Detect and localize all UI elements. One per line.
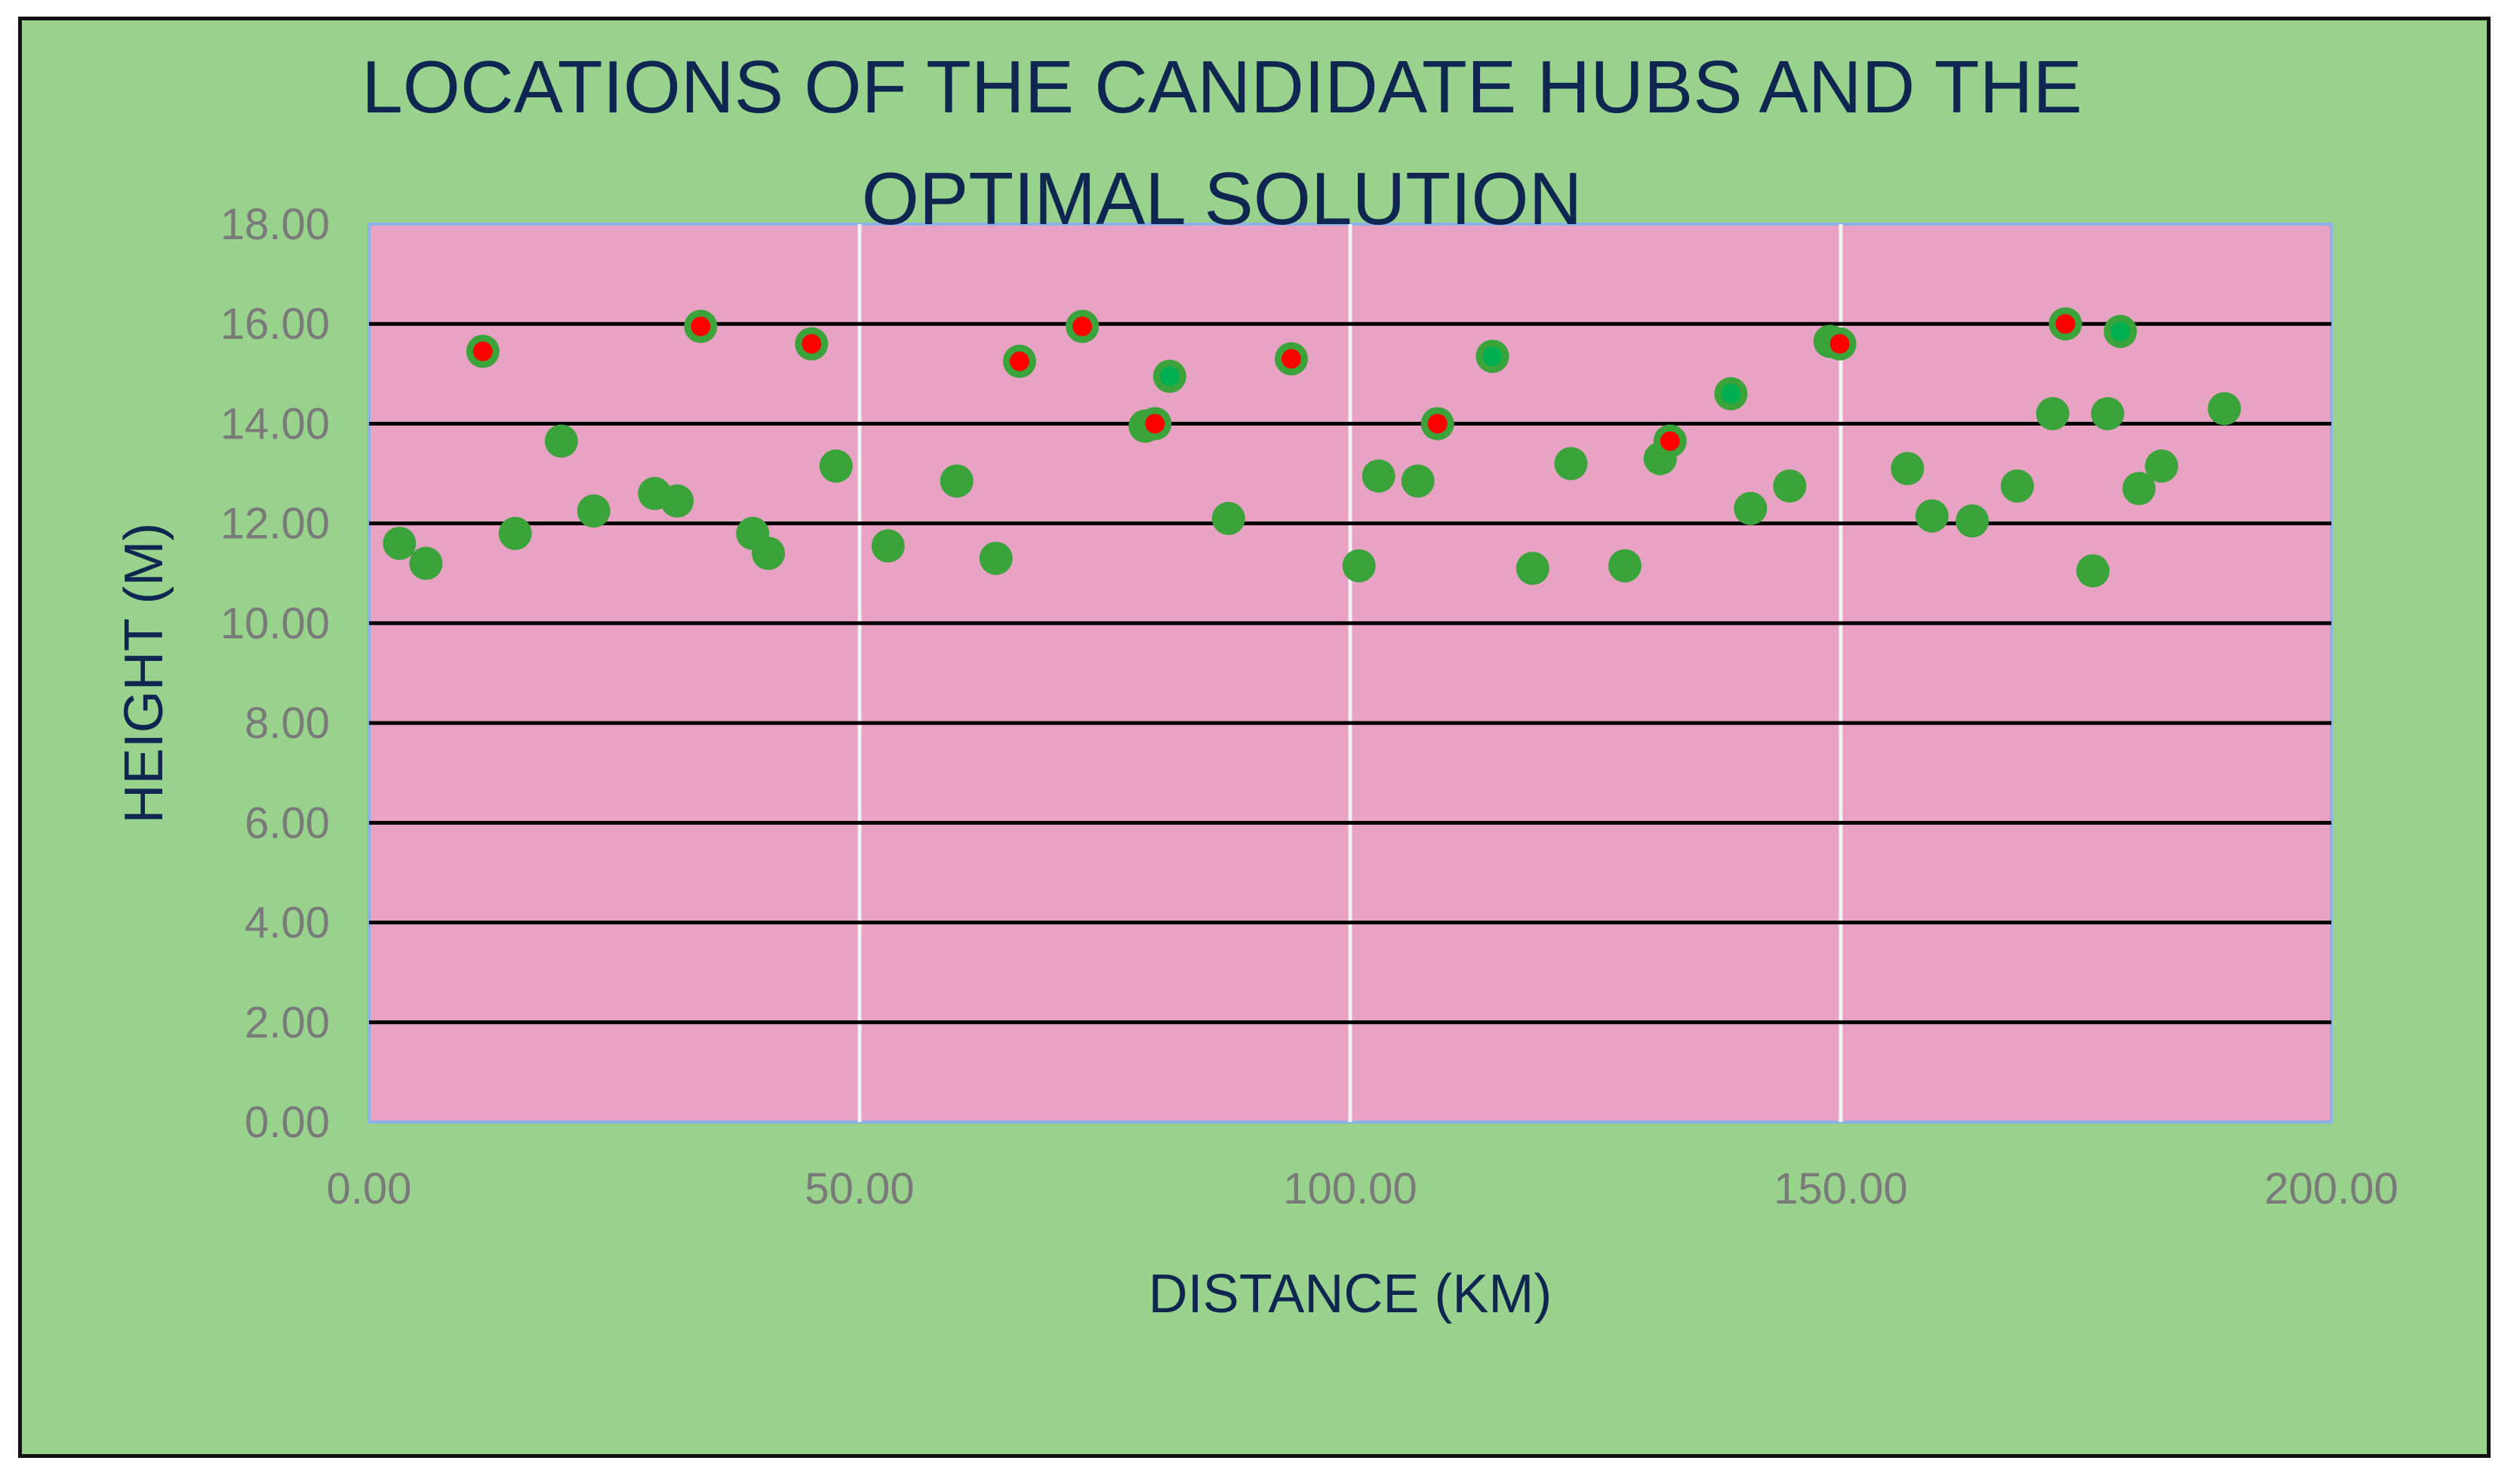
x-axis-title: DISTANCE (KM) (1149, 1264, 1552, 1324)
green-point (1554, 447, 1588, 481)
y-tick-label: 14.00 (220, 399, 330, 448)
x-axis-tick-labels: 0.00 50.00 100.00 150.00 200.00 (327, 1164, 2398, 1213)
green-point (1608, 549, 1642, 583)
green-point (660, 484, 694, 518)
red-point (1660, 431, 1680, 451)
green-point (1773, 469, 1807, 503)
bright-green-point (1159, 366, 1180, 386)
scatter-chart: LOCATIONS OF THE CANDIDATE HUBS AND THE … (114, 45, 2398, 1324)
red-point (1145, 414, 1165, 434)
green-point (2001, 469, 2034, 503)
green-point (752, 537, 786, 570)
x-tick-label: 50.00 (805, 1164, 914, 1213)
y-tick-label: 0.00 (245, 1098, 330, 1147)
green-point (1362, 459, 1395, 493)
red-point (691, 316, 711, 337)
red-point (802, 334, 822, 354)
green-point (498, 516, 532, 550)
y-tick-label: 6.00 (245, 798, 330, 847)
vertical-gridlines (857, 224, 1843, 1122)
red-point (1829, 334, 1850, 354)
green-point (2122, 472, 2156, 506)
green-point (544, 424, 578, 458)
green-point (2091, 397, 2125, 431)
green-point (1211, 502, 1245, 536)
green-point (577, 494, 611, 528)
red-point (1072, 316, 1093, 337)
y-tick-label: 12.00 (220, 500, 330, 549)
y-tick-label: 8.00 (245, 699, 330, 748)
chart-title-line-2: OPTIMAL SOLUTION (862, 157, 1583, 240)
y-tick-label: 16.00 (220, 300, 330, 349)
green-point (1915, 499, 1949, 533)
y-tick-label: 18.00 (220, 200, 330, 249)
green-point (1955, 504, 1989, 538)
green-point (1342, 549, 1376, 583)
y-axis-title: HEIGHT (M) (114, 523, 174, 824)
red-optimal-points (472, 314, 2075, 451)
green-point (2145, 449, 2179, 483)
green-point (2208, 392, 2242, 426)
y-tick-label: 10.00 (220, 599, 330, 648)
bright-green-point (1721, 383, 1741, 404)
bright-green-point (2110, 321, 2131, 342)
green-point (1515, 552, 1549, 586)
green-point (1891, 451, 1925, 485)
green-point (383, 527, 417, 561)
x-tick-label: 0.00 (327, 1164, 412, 1213)
red-point (472, 341, 493, 361)
y-tick-label: 4.00 (245, 899, 330, 948)
y-tick-label: 2.00 (245, 998, 330, 1047)
x-tick-label: 150.00 (1774, 1164, 1907, 1213)
green-point (940, 464, 974, 498)
green-point (871, 529, 905, 563)
chart-title-line-1: LOCATIONS OF THE CANDIDATE HUBS AND THE (362, 45, 2082, 128)
red-point (1009, 351, 1029, 371)
green-point (979, 541, 1013, 575)
x-tick-label: 100.00 (1283, 1164, 1417, 1213)
y-axis-tick-labels: 0.00 2.00 4.00 6.00 8.00 10.00 12.00 14.00 16.00… (220, 200, 330, 1147)
x-tick-label: 200.00 (2264, 1164, 2398, 1213)
green-point (1734, 491, 1768, 525)
bright-green-points (1159, 321, 2131, 404)
chart-frame: LOCATIONS OF THE CANDIDATE HUBS AND THE … (18, 17, 2491, 1458)
green-candidate-points (383, 307, 2242, 588)
green-point (819, 449, 853, 483)
bright-green-point (1482, 346, 1503, 367)
red-point (1427, 414, 1448, 434)
horizontal-gridlines (369, 321, 2331, 1025)
green-point (409, 546, 443, 580)
red-point (1282, 349, 1301, 369)
green-point (2076, 554, 2110, 588)
green-point (2035, 397, 2069, 431)
green-point (1401, 464, 1435, 498)
red-point (2055, 314, 2075, 334)
